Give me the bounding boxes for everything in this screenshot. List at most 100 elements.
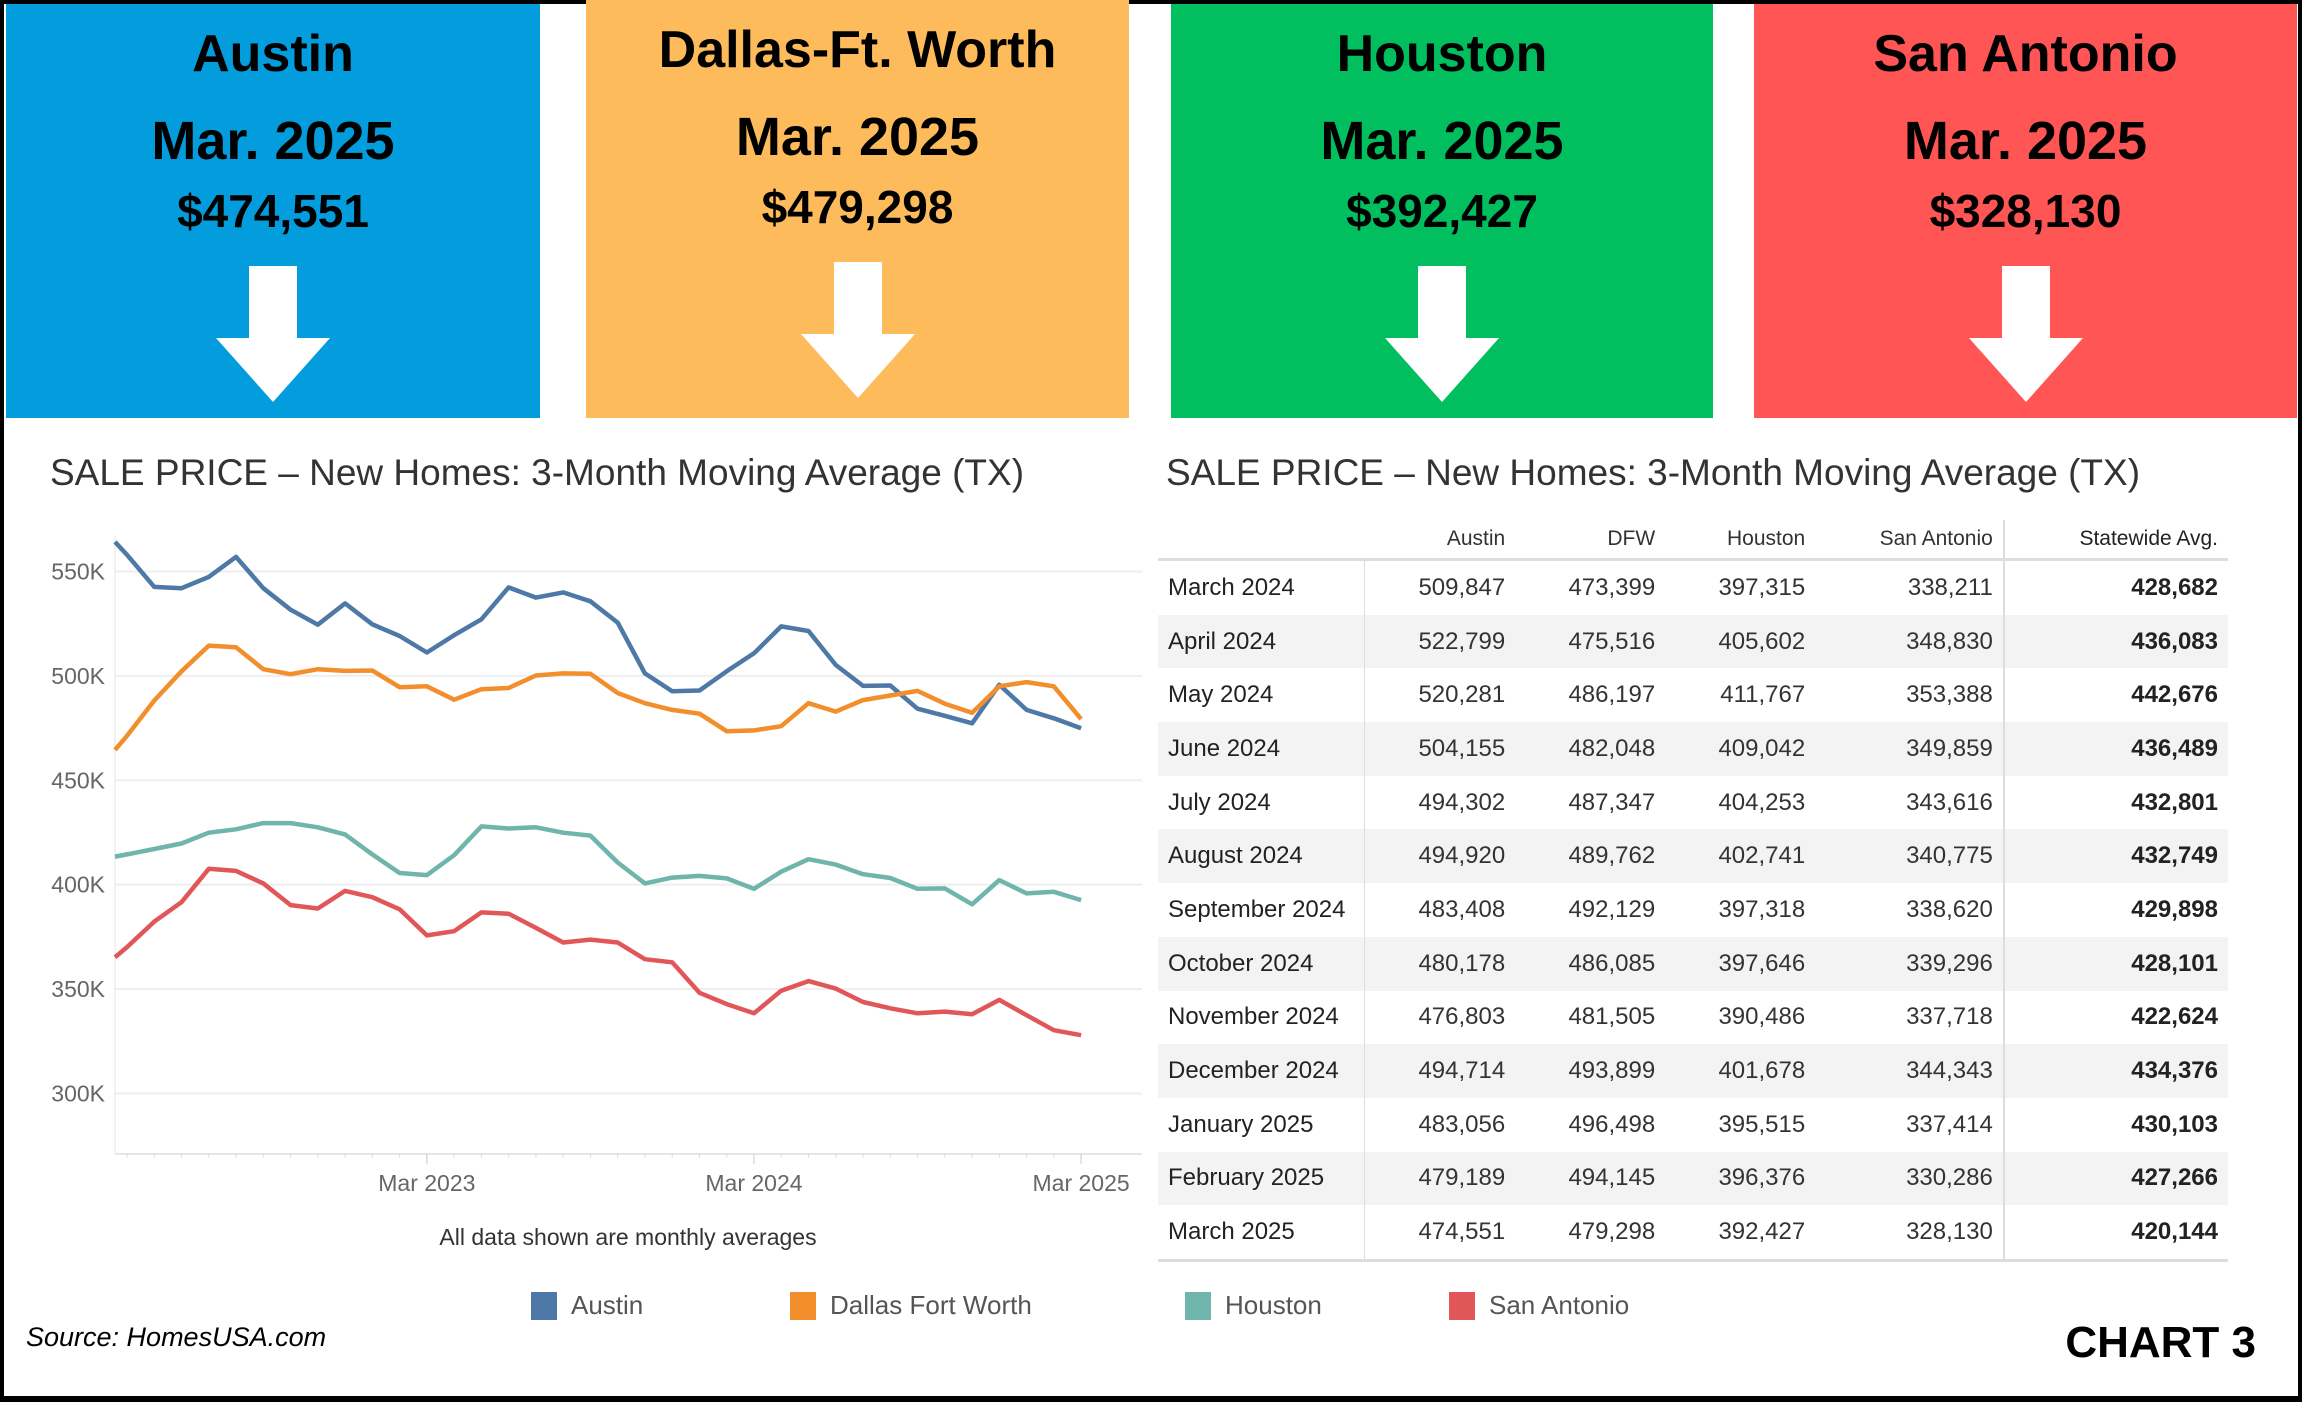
table-cell: 340,775 <box>1815 829 2004 883</box>
legend-swatch <box>1449 1292 1475 1320</box>
card-date: Mar. 2025 <box>1754 110 2297 172</box>
x-tick-label: Mar 2025 <box>1033 1170 1130 1196</box>
legend-swatch <box>1185 1292 1211 1320</box>
table-cell: 343,616 <box>1815 776 2004 830</box>
table-cell: 473,399 <box>1515 560 1665 615</box>
table-cell: 436,083 <box>2004 615 2228 669</box>
card-price: $392,427 <box>1171 184 1713 238</box>
table-title: SALE PRICE – New Homes: 3-Month Moving A… <box>1166 452 2140 494</box>
down-arrow-icon <box>1969 266 2083 402</box>
table-cell: 436,489 <box>2004 722 2228 776</box>
table-cell: 480,178 <box>1365 937 1516 991</box>
card-price: $479,298 <box>586 180 1129 234</box>
series-line-houston <box>115 823 1081 904</box>
down-arrow-icon <box>801 262 915 398</box>
header-card-0: Austin Mar. 2025 $474,551 <box>6 4 540 418</box>
table-cell: 475,516 <box>1515 615 1665 669</box>
table-cell: 397,646 <box>1665 937 1815 991</box>
row-label: December 2024 <box>1158 1044 1365 1098</box>
legend-item: Austin <box>531 1290 643 1321</box>
card-date: Mar. 2025 <box>1171 110 1713 172</box>
card-date: Mar. 2025 <box>6 110 540 172</box>
row-label: November 2024 <box>1158 991 1365 1045</box>
table-cell: 494,714 <box>1365 1044 1516 1098</box>
table-cell: 430,103 <box>2004 1098 2228 1152</box>
card-city: Dallas-Ft. Worth <box>586 20 1129 80</box>
row-label: September 2024 <box>1158 883 1365 937</box>
table-cell: 328,130 <box>1815 1205 2004 1260</box>
legend-label: Houston <box>1225 1290 1322 1321</box>
card-price: $328,130 <box>1754 184 2297 238</box>
card-city: San Antonio <box>1754 24 2297 84</box>
series-line-dallas-fort-worth <box>115 646 1081 750</box>
table-cell: 429,898 <box>2004 883 2228 937</box>
table-cell: 397,318 <box>1665 883 1815 937</box>
row-label: August 2024 <box>1158 829 1365 883</box>
header-card-1: Dallas-Ft. Worth Mar. 2025 $479,298 <box>586 0 1129 418</box>
table-cell: 482,048 <box>1515 722 1665 776</box>
table-cell: 494,920 <box>1365 829 1516 883</box>
table-cell: 489,762 <box>1515 829 1665 883</box>
table-cell: 396,376 <box>1665 1152 1815 1206</box>
chart-note: All data shown are monthly averages <box>400 1224 856 1251</box>
legend-item: Dallas Fort Worth <box>790 1290 1032 1321</box>
table-cell: 353,388 <box>1815 668 2004 722</box>
table-cell: 409,042 <box>1665 722 1815 776</box>
row-label: March 2025 <box>1158 1205 1365 1260</box>
source-text: Source: HomesUSA.com <box>26 1322 326 1353</box>
down-arrow-icon <box>1385 266 1499 402</box>
table-cell: 405,602 <box>1665 615 1815 669</box>
table-cell: 486,197 <box>1515 668 1665 722</box>
table-cell: 442,676 <box>2004 668 2228 722</box>
table-cell: 492,129 <box>1515 883 1665 937</box>
table-cell: 432,749 <box>2004 829 2228 883</box>
table-cell: 420,144 <box>2004 1205 2228 1260</box>
row-label: May 2024 <box>1158 668 1365 722</box>
table-cell: 338,620 <box>1815 883 2004 937</box>
column-header: DFW <box>1515 520 1665 560</box>
table-cell: 522,799 <box>1365 615 1516 669</box>
column-header <box>1158 520 1365 560</box>
table-cell: 481,505 <box>1515 991 1665 1045</box>
table-cell: 422,624 <box>2004 991 2228 1045</box>
series-line-san-antonio <box>115 869 1081 1035</box>
y-tick-label: 450K <box>51 767 105 793</box>
table-cell: 392,427 <box>1665 1205 1815 1260</box>
card-date: Mar. 2025 <box>586 106 1129 168</box>
table-cell: 476,803 <box>1365 991 1516 1045</box>
table-cell: 487,347 <box>1515 776 1665 830</box>
legend-item: San Antonio <box>1449 1290 1629 1321</box>
column-header: Statewide Avg. <box>2004 520 2228 560</box>
card-price: $474,551 <box>6 184 540 238</box>
card-city: Austin <box>6 24 540 84</box>
row-label: April 2024 <box>1158 615 1365 669</box>
table-cell: 349,859 <box>1815 722 2004 776</box>
table-cell: 339,296 <box>1815 937 2004 991</box>
table-cell: 494,145 <box>1515 1152 1665 1206</box>
table-cell: 344,343 <box>1815 1044 2004 1098</box>
table-cell: 474,551 <box>1365 1205 1516 1260</box>
table-cell: 479,189 <box>1365 1152 1516 1206</box>
row-label: March 2024 <box>1158 560 1365 615</box>
row-label: October 2024 <box>1158 937 1365 991</box>
row-label: June 2024 <box>1158 722 1365 776</box>
table-cell: 402,741 <box>1665 829 1815 883</box>
line-chart-title: SALE PRICE – New Homes: 3-Month Moving A… <box>50 452 1024 494</box>
column-header: San Antonio <box>1815 520 2004 560</box>
table-cell: 509,847 <box>1365 560 1516 615</box>
